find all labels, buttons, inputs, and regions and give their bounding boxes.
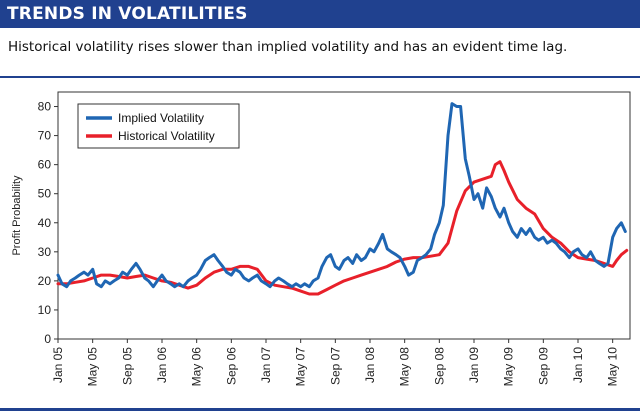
x-tick-label: May 09 bbox=[502, 347, 516, 387]
x-tick-label: Jan 08 bbox=[363, 347, 377, 383]
y-tick-label: 40 bbox=[38, 216, 52, 230]
plot-border bbox=[57, 91, 631, 340]
x-tick-label: Sep 05 bbox=[120, 347, 134, 385]
x-tick-label: Jan 10 bbox=[571, 347, 585, 383]
chart-legend: Implied Volatility Historical Volatility bbox=[77, 103, 240, 149]
y-tick-label: 10 bbox=[38, 303, 52, 317]
y-axis-label: Profit Probability bbox=[11, 175, 23, 256]
figure-title: TRENDS IN VOLATILITIES bbox=[0, 0, 640, 28]
y-tick-label: 20 bbox=[38, 274, 52, 288]
y-tick-label: 60 bbox=[38, 158, 52, 172]
y-tick-label: 30 bbox=[38, 245, 52, 259]
x-tick-label: Sep 09 bbox=[536, 347, 550, 385]
x-tick-label: May 06 bbox=[190, 347, 204, 387]
x-tick-label: Jan 07 bbox=[259, 347, 273, 383]
x-tick-label: Jan 06 bbox=[155, 347, 169, 383]
x-tick-label: Sep 07 bbox=[328, 347, 342, 385]
series-line-implied-volatility bbox=[56, 102, 627, 289]
legend-label: Historical Volatility bbox=[118, 129, 215, 143]
y-tick-label: 50 bbox=[38, 187, 52, 201]
legend-box bbox=[77, 103, 240, 149]
y-tick-label: 0 bbox=[44, 332, 51, 346]
x-tick-label: Jan 05 bbox=[51, 347, 65, 383]
y-tick-label: 80 bbox=[38, 100, 52, 114]
y-tick-label: 70 bbox=[38, 129, 52, 143]
bottom-divider bbox=[0, 408, 640, 411]
legend-label: Implied Volatility bbox=[118, 111, 204, 125]
x-tick-label: May 05 bbox=[86, 347, 100, 387]
x-tick-label: Jan 09 bbox=[467, 347, 481, 383]
x-tick-label: May 10 bbox=[606, 347, 620, 387]
plot-frame bbox=[57, 91, 631, 340]
figure-subtitle: Historical volatility rises slower than … bbox=[8, 39, 568, 55]
x-tick-label: Sep 06 bbox=[224, 347, 238, 385]
x-axis-ticks: Jan 05 May 05 Sep 05 Jan 06 May 06 Sep 06 Jan … bbox=[51, 339, 620, 386]
x-tick-label: Sep 08 bbox=[432, 347, 446, 385]
top-divider bbox=[0, 76, 640, 78]
x-tick-label: May 08 bbox=[398, 347, 412, 387]
series-layer bbox=[56, 102, 629, 296]
y-axis-ticks: 0 10 20 30 40 50 60 70 80 bbox=[38, 100, 58, 346]
x-tick-label: May 07 bbox=[294, 347, 308, 387]
